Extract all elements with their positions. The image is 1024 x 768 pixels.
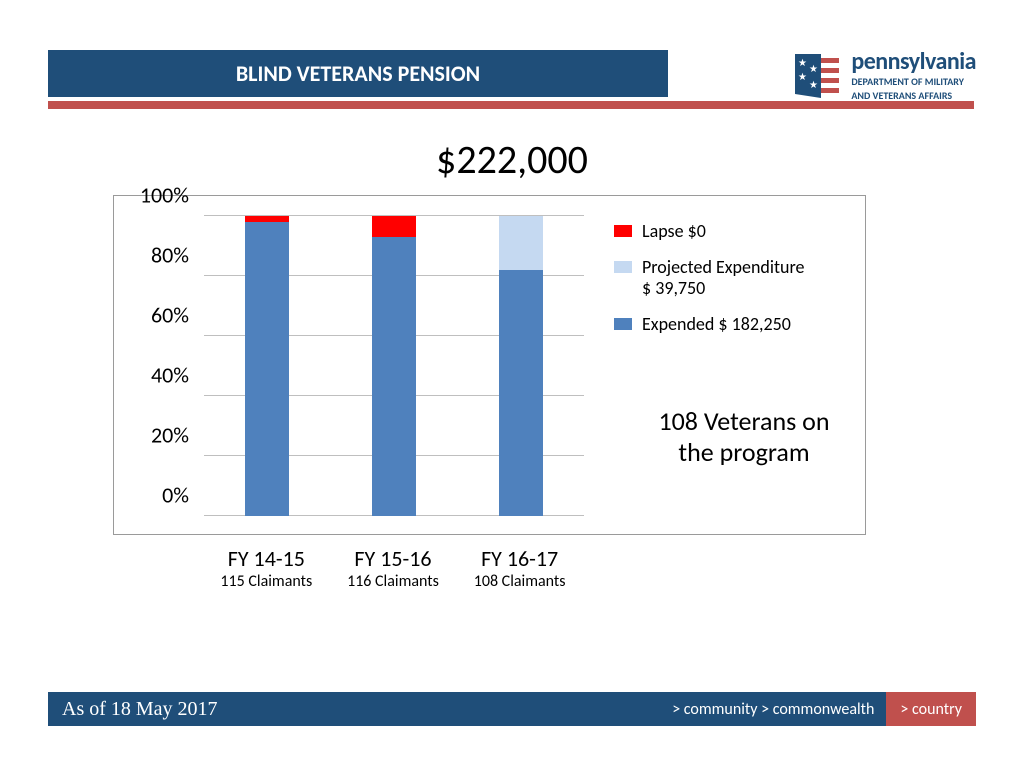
svg-text:★: ★	[798, 56, 807, 69]
y-tick: 100%	[140, 182, 189, 209]
legend: Lapse $0 Projected Expenditure $ 39,750 Ex…	[614, 221, 805, 349]
legend-item: Projected Expenditure $ 39,750	[614, 257, 805, 300]
x-label: FY 16-17108 Claimants	[457, 545, 583, 591]
chart-annotation: 108 Veterans on the program	[644, 406, 844, 468]
legend-item: Lapse $0	[614, 221, 805, 243]
logo-subtitle-2: AND VETERANS AFFAIRS	[851, 90, 976, 102]
bar	[245, 216, 289, 516]
x-label: FY 14-15115 Claimants	[203, 545, 329, 591]
svg-text:★: ★	[809, 78, 818, 91]
footer-breadcrumb-right: > country	[886, 692, 976, 726]
plot-area	[204, 216, 584, 516]
x-axis-labels: FY 14-15115 ClaimantsFY 15-16116 Claiman…	[203, 545, 583, 591]
y-tick: 40%	[151, 362, 189, 389]
footer: As of 18 May 2017 > community > commonwe…	[48, 692, 976, 726]
y-axis: 0% 20% 40% 60% 80% 100%	[114, 216, 199, 516]
bar	[499, 216, 543, 516]
svg-text:★: ★	[809, 62, 818, 75]
y-tick: 20%	[151, 422, 189, 449]
y-tick: 60%	[151, 302, 189, 329]
chart: 0% 20% 40% 60% 80% 100% Lapse $0 Projecte…	[113, 195, 866, 535]
header-stripe	[48, 101, 974, 109]
y-tick: 0%	[162, 482, 189, 509]
logo-title: pennsylvania	[851, 50, 976, 74]
bar	[372, 216, 416, 516]
legend-item: Expended $ 182,250	[614, 314, 805, 336]
footer-date: As of 18 May 2017	[48, 692, 232, 726]
footer-breadcrumb-mid: > community > commonwealth	[232, 692, 887, 726]
logo-shield-icon: ★ ★ ★ ★	[791, 50, 843, 102]
x-label: FY 15-16116 Claimants	[330, 545, 456, 591]
y-tick: 80%	[151, 242, 189, 269]
page-title: BLIND VETERANS PENSION	[48, 50, 668, 97]
logo: ★ ★ ★ ★ pennsylvania DEPARTMENT OF MILIT…	[791, 50, 976, 102]
svg-text:★: ★	[798, 70, 807, 83]
logo-subtitle-1: DEPARTMENT OF MILITARY	[851, 76, 976, 88]
chart-title: $222,000	[0, 135, 1024, 184]
